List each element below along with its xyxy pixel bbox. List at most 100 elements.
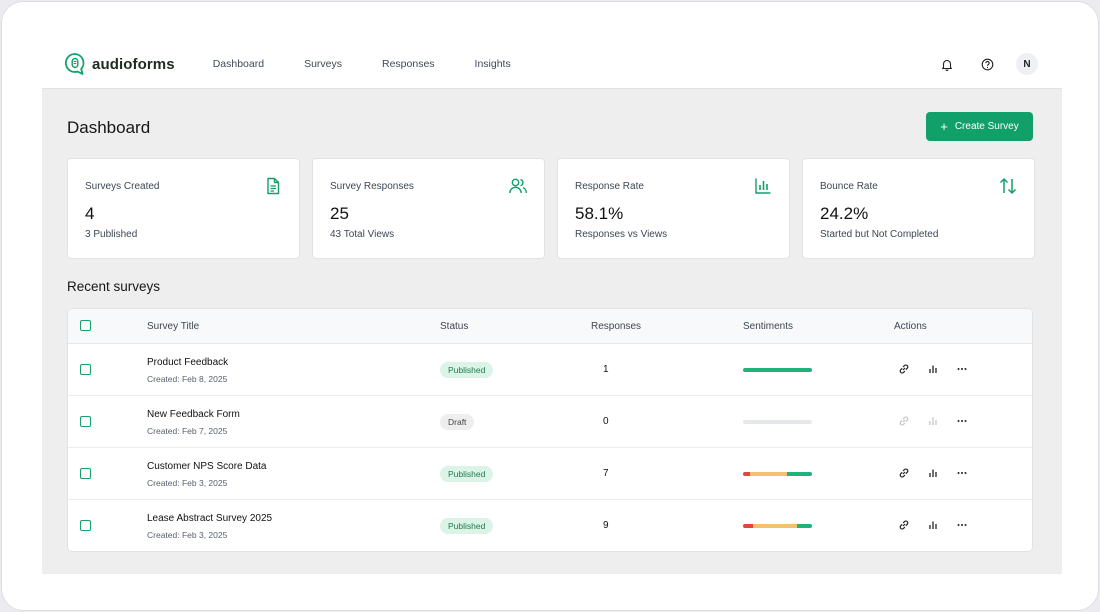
response-count: 1	[603, 364, 609, 375]
survey-title[interactable]: Customer NPS Score Data	[147, 461, 267, 472]
link-icon[interactable]	[897, 518, 911, 532]
survey-title[interactable]: Lease Abstract Survey 2025	[147, 513, 273, 524]
col-status: Status	[440, 321, 469, 332]
nav-dashboard[interactable]: Dashboard	[212, 58, 265, 70]
status-badge: Published	[440, 362, 494, 378]
stats-cards: Surveys Created 4 3 Published Survey Res…	[67, 158, 1047, 259]
surveys-table: Survey Title Status Responses Sentiments…	[67, 308, 1033, 552]
nav-responses[interactable]: Responses	[382, 58, 435, 70]
sentiment-bar	[743, 524, 812, 528]
users-icon	[508, 176, 528, 196]
stat-card-survey-responses: Survey Responses 25 43 Total Views	[312, 158, 545, 259]
survey-created-date: Created: Feb 3, 2025	[147, 478, 228, 488]
survey-title[interactable]: Product Feedback	[147, 357, 229, 368]
status-badge: Published	[440, 466, 494, 482]
analytics-icon[interactable]	[926, 518, 940, 532]
sentiment-bar	[743, 368, 812, 372]
arrows-up-down-icon	[998, 176, 1018, 196]
col-responses: Responses	[591, 321, 642, 332]
audioforms-logo-icon	[64, 52, 86, 76]
more-icon[interactable]	[955, 362, 969, 376]
row-checkbox[interactable]	[80, 364, 91, 375]
stat-label: Survey Responses	[330, 181, 414, 192]
analytics-icon[interactable]	[926, 466, 940, 480]
stat-label: Bounce Rate	[820, 181, 878, 192]
survey-title[interactable]: New Feedback Form	[147, 409, 240, 420]
stat-sub: 43 Total Views	[330, 229, 395, 240]
stat-sub: Started but Not Completed	[820, 229, 939, 240]
analytics-icon[interactable]	[926, 414, 940, 428]
survey-title-cell: Customer NPS Score Data Created: Feb 3, …	[147, 461, 267, 488]
more-icon[interactable]	[955, 518, 969, 532]
sentiment-bar	[743, 472, 812, 476]
row-checkbox[interactable]	[80, 468, 91, 479]
stat-label: Response Rate	[575, 181, 644, 192]
sentiment-positive	[743, 368, 812, 372]
table-row[interactable]: Customer NPS Score Data Created: Feb 3, …	[68, 448, 1032, 500]
stat-card-surveys-created: Surveys Created 4 3 Published	[67, 158, 300, 259]
main-nav: Dashboard Surveys Responses Insights	[213, 58, 551, 70]
row-checkbox[interactable]	[80, 520, 91, 531]
plus-icon: +	[940, 119, 948, 134]
sentiment-positive	[787, 472, 812, 476]
stat-value: 24.2%	[820, 204, 869, 223]
stat-sub: 3 Published	[85, 229, 138, 240]
survey-created-date: Created: Feb 7, 2025	[147, 426, 228, 436]
avatar[interactable]: N	[1016, 53, 1038, 75]
col-sentiments: Sentiments	[743, 321, 794, 332]
survey-created-date: Created: Feb 3, 2025	[147, 530, 228, 540]
more-icon[interactable]	[955, 414, 969, 428]
survey-title-cell: Product Feedback Created: Feb 8, 2025	[147, 357, 228, 384]
link-icon[interactable]	[897, 466, 911, 480]
sentiment-neutral	[753, 524, 797, 528]
sentiment-negative	[743, 472, 750, 476]
nav-surveys[interactable]: Surveys	[304, 58, 342, 70]
status-badge: Draft	[440, 414, 475, 430]
survey-title-cell: New Feedback Form Created: Feb 7, 2025	[147, 409, 240, 436]
more-icon[interactable]	[955, 466, 969, 480]
app-name: audioforms	[92, 55, 175, 73]
help-icon[interactable]	[976, 53, 998, 75]
col-survey-title: Survey Title	[147, 321, 200, 332]
analytics-icon[interactable]	[926, 362, 940, 376]
sentiment-positive	[796, 524, 812, 528]
stat-card-bounce-rate: Bounce Rate 24.2% Started but Not Comple…	[802, 158, 1035, 259]
response-count: 0	[603, 416, 609, 427]
bell-icon[interactable]	[936, 53, 958, 75]
sentiment-bar	[743, 420, 812, 424]
recent-surveys-title: Recent surveys	[67, 279, 161, 294]
table-header: Survey Title Status Responses Sentiments…	[68, 309, 1032, 344]
status-badge: Published	[440, 518, 494, 534]
header-actions: N	[918, 53, 1038, 75]
row-checkbox[interactable]	[80, 416, 91, 427]
table-row[interactable]: Product Feedback Created: Feb 8, 2025 Pu…	[68, 344, 1032, 396]
response-count: 9	[603, 520, 609, 531]
stat-value: 4	[85, 204, 95, 223]
stat-sub: Responses vs Views	[575, 229, 668, 240]
sentiment-negative	[743, 524, 754, 528]
bar-chart-icon	[753, 176, 773, 196]
stat-value: 25	[330, 204, 349, 223]
nav-insights[interactable]: Insights	[474, 58, 511, 70]
survey-created-date: Created: Feb 8, 2025	[147, 374, 228, 384]
link-icon[interactable]	[897, 362, 911, 376]
link-icon[interactable]	[897, 414, 911, 428]
stat-card-response-rate: Response Rate 58.1% Responses vs Views	[557, 158, 790, 259]
survey-title-cell: Lease Abstract Survey 2025 Created: Feb …	[147, 513, 272, 540]
create-survey-button[interactable]: + Create Survey	[926, 112, 1033, 141]
page-title: Dashboard	[67, 118, 151, 137]
main-content: Dashboard + Create Survey Surveys Create…	[42, 88, 1062, 574]
table-row[interactable]: Lease Abstract Survey 2025 Created: Feb …	[68, 500, 1032, 551]
response-count: 7	[603, 468, 609, 479]
table-row[interactable]: New Feedback Form Created: Feb 7, 2025 D…	[68, 396, 1032, 448]
col-actions: Actions	[894, 321, 927, 332]
stat-value: 58.1%	[575, 204, 624, 223]
stat-label: Surveys Created	[85, 181, 160, 192]
top-navbar: audioforms Dashboard Surveys Responses I…	[42, 40, 1062, 88]
sentiment-neutral	[749, 472, 788, 476]
select-all-checkbox[interactable]	[80, 320, 91, 331]
create-survey-label: Create Survey	[954, 121, 1019, 132]
logo[interactable]: audioforms	[64, 52, 175, 76]
document-icon	[263, 176, 283, 196]
